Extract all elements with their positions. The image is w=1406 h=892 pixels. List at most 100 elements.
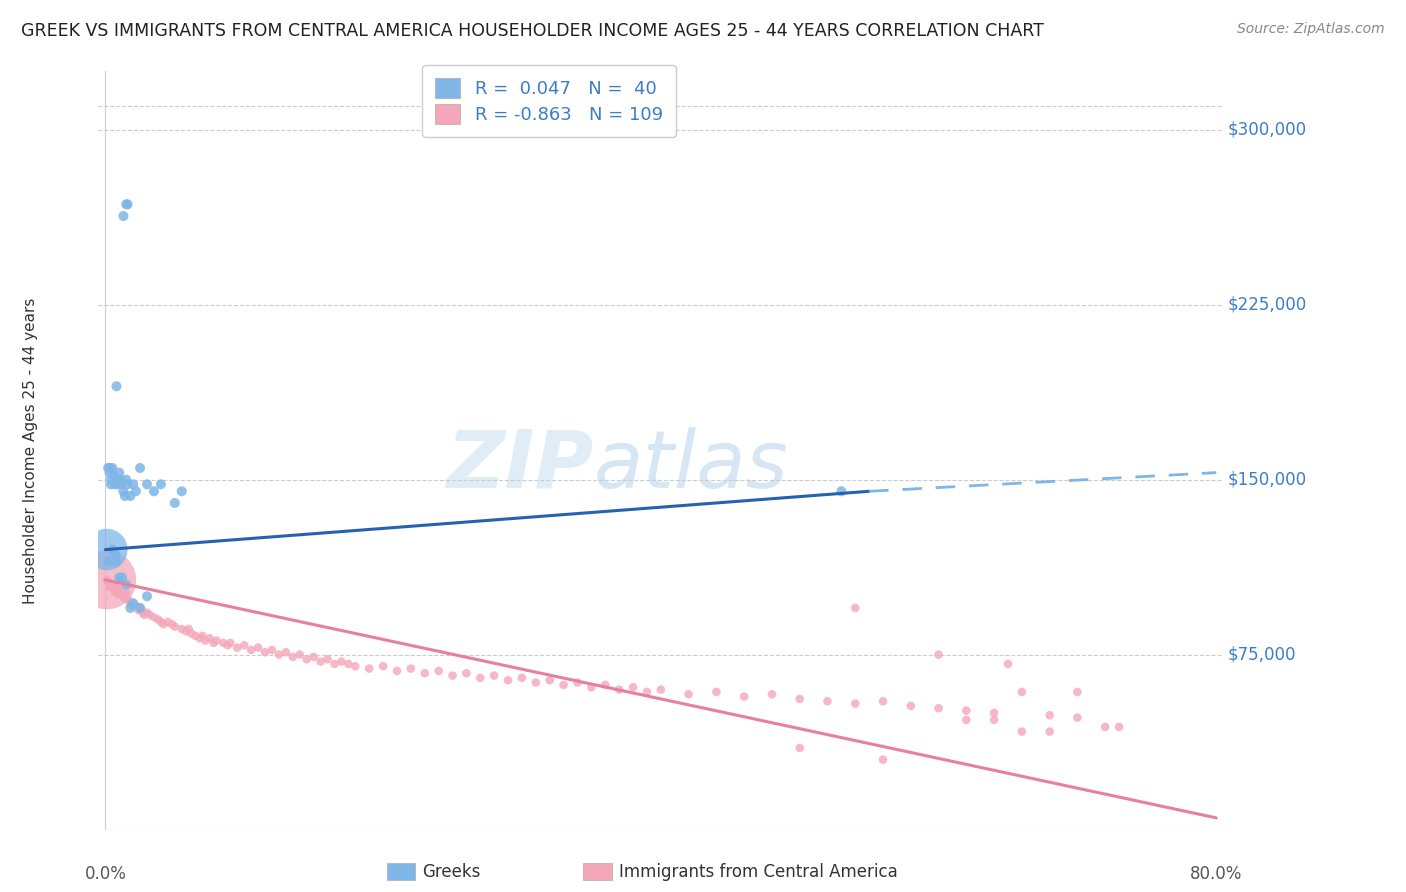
Point	[344, 659, 367, 673]
Point	[1094, 720, 1116, 734]
Point	[240, 643, 263, 657]
Point	[233, 638, 256, 652]
Point	[115, 473, 138, 487]
Point	[997, 657, 1019, 671]
Point	[128, 603, 150, 617]
Point	[122, 596, 145, 610]
Point	[107, 477, 129, 491]
Point	[217, 638, 239, 652]
Point	[108, 582, 131, 597]
Point	[188, 632, 211, 646]
Point	[872, 753, 894, 767]
Point	[114, 489, 136, 503]
Point	[191, 629, 214, 643]
Point	[120, 596, 142, 610]
Point	[124, 599, 146, 613]
Point	[761, 687, 783, 701]
Point	[101, 461, 124, 475]
Text: 80.0%: 80.0%	[1189, 864, 1243, 882]
Point	[872, 694, 894, 708]
Point	[120, 489, 142, 503]
Point	[132, 606, 155, 620]
Point	[103, 467, 125, 482]
Text: 0.0%: 0.0%	[84, 864, 127, 882]
Point	[112, 484, 135, 499]
Point	[104, 547, 127, 561]
Point	[316, 652, 339, 666]
Point	[134, 607, 156, 622]
Point	[955, 704, 977, 718]
Point	[650, 682, 672, 697]
Point	[98, 554, 121, 568]
Point	[274, 645, 297, 659]
Point	[496, 673, 519, 688]
Point	[247, 640, 270, 655]
Point	[817, 694, 839, 708]
Text: GREEK VS IMMIGRANTS FROM CENTRAL AMERICA HOUSEHOLDER INCOME AGES 25 - 44 YEARS C: GREEK VS IMMIGRANTS FROM CENTRAL AMERICA…	[21, 22, 1045, 40]
Point	[100, 580, 122, 594]
Text: atlas: atlas	[593, 426, 789, 505]
Text: ZIP: ZIP	[446, 426, 593, 505]
Point	[928, 701, 950, 715]
Point	[184, 629, 207, 643]
Point	[112, 209, 135, 223]
Point	[108, 466, 131, 480]
Point	[110, 473, 132, 487]
Text: $225,000: $225,000	[1227, 295, 1306, 314]
Point	[104, 584, 127, 599]
Point	[1066, 685, 1088, 699]
Point	[371, 659, 394, 673]
Point	[267, 648, 290, 662]
Point	[441, 668, 464, 682]
Point	[105, 473, 128, 487]
Point	[103, 582, 125, 597]
Text: $150,000: $150,000	[1227, 471, 1306, 489]
Point	[202, 636, 225, 650]
Point	[288, 648, 311, 662]
Point	[427, 664, 450, 678]
Point	[789, 692, 811, 706]
Point	[226, 640, 249, 655]
Point	[139, 607, 162, 622]
Point	[385, 664, 408, 678]
Point	[309, 655, 332, 669]
Point	[115, 587, 138, 601]
Point	[621, 680, 644, 694]
Point	[121, 599, 143, 613]
Point	[1011, 724, 1033, 739]
Point	[1066, 710, 1088, 724]
Point	[129, 601, 152, 615]
Point	[125, 599, 148, 613]
Point	[110, 587, 132, 601]
Point	[96, 573, 118, 587]
Point	[127, 601, 149, 615]
Point	[100, 477, 122, 491]
Point	[194, 633, 217, 648]
Point	[117, 591, 139, 606]
Point	[323, 657, 346, 671]
Point	[205, 633, 228, 648]
Point	[174, 624, 197, 639]
Point	[152, 617, 174, 632]
Point	[955, 713, 977, 727]
Point	[117, 477, 139, 491]
Point	[149, 615, 172, 629]
Point	[337, 657, 360, 671]
Point	[359, 662, 381, 676]
Point	[122, 596, 145, 610]
Point	[117, 197, 139, 211]
Point	[1011, 685, 1033, 699]
Point	[136, 606, 159, 620]
Point	[111, 477, 134, 491]
Point	[198, 632, 221, 646]
Point	[111, 571, 134, 585]
Point	[122, 477, 145, 491]
Point	[101, 542, 124, 557]
Point	[96, 542, 118, 557]
Point	[108, 571, 131, 585]
Point	[160, 617, 183, 632]
Point	[105, 554, 128, 568]
Point	[129, 461, 152, 475]
Point	[97, 554, 120, 568]
Point	[260, 643, 283, 657]
